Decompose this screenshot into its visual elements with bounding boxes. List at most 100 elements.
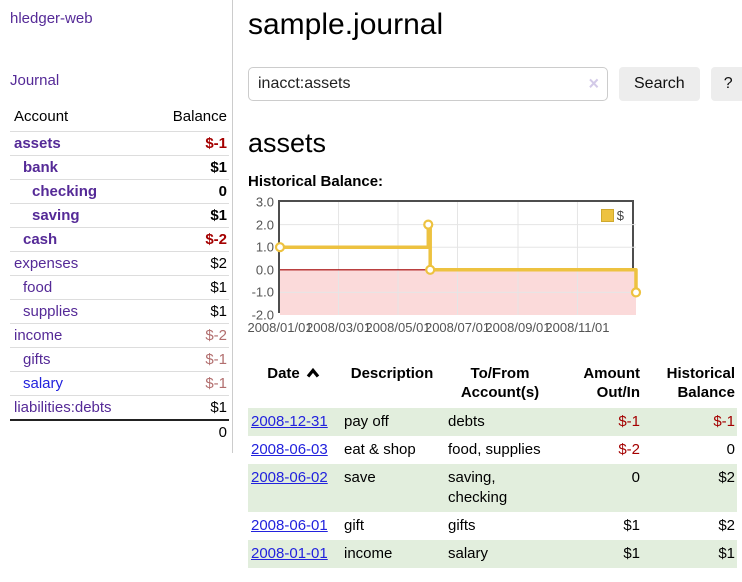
y-axis-tick-label: 3.0 (255, 194, 274, 210)
help-button[interactable]: ? (710, 67, 742, 101)
search-button[interactable]: Search (619, 67, 700, 101)
account-balance: $-1 (148, 347, 229, 372)
y-axis-labels: 3.0 2.0 1.0 0.0 -1.0 -2.0 (248, 195, 278, 323)
txn-date-link[interactable]: 2008-06-01 (251, 517, 328, 534)
txn-amount: $1 (623, 545, 640, 562)
accounts-header-row: Account Balance (10, 105, 229, 132)
balance-chart-area: 3.0 2.0 1.0 0.0 -1.0 -2.0 $ (248, 195, 742, 323)
txn-date-cell: 2008-06-02 (248, 464, 344, 512)
sidebar-account-salary[interactable]: salary (23, 375, 64, 392)
txn-balance: 0 (726, 441, 735, 458)
journal-link[interactable]: Journal (10, 72, 60, 89)
sort-asc-icon (306, 367, 319, 378)
y-axis-tick-label: -2.0 (251, 307, 274, 323)
sidebar-account-expenses[interactable]: expenses (14, 255, 79, 272)
txn-date-link[interactable]: 2008-12-31 (251, 413, 328, 430)
y-axis-tick-label: -1.0 (251, 284, 274, 300)
x-axis-tick-label: 2008/01/01 (247, 320, 313, 335)
txn-description: save (344, 469, 376, 486)
sidebar-account-food[interactable]: food (23, 279, 53, 296)
account-balance: $1 (148, 395, 229, 420)
sidebar-account-liabilities-debts[interactable]: liabilities:debts (14, 399, 112, 416)
x-axis-tick-label: 2008/11/01 (545, 320, 610, 335)
account-row: cash $-2 (10, 227, 229, 252)
txn-date-link[interactable]: 2008-06-03 (251, 441, 328, 458)
txn-balance: $-1 (713, 413, 735, 430)
txn-date-link[interactable]: 2008-06-02 (251, 469, 328, 486)
transaction-row: 2008-06-03 eat & shop food, supplies $-2 0 (248, 436, 737, 464)
account-row: bank $1 (10, 155, 229, 180)
account-balance: $-1 (148, 131, 229, 156)
txn-date-cell: 2008-06-01 (248, 512, 344, 540)
sidebar-account-supplies[interactable]: supplies (23, 303, 79, 320)
txn-column-label: Out/In (596, 384, 640, 401)
account-row: salary $-1 (10, 371, 229, 396)
sidebar: hledger-web Journal Account Balance asse… (0, 0, 233, 453)
account-balance: 0 (148, 179, 229, 204)
clear-search-icon[interactable]: × (588, 73, 599, 94)
legend-swatch-icon (600, 209, 614, 222)
legend-label: $ (616, 208, 624, 223)
txn-amount: $-1 (618, 413, 640, 430)
txn-accounts: food, supplies (448, 441, 541, 458)
txn-column-header-amount: Amount Out/In (560, 362, 642, 408)
x-axis-tick-label: 2008/03/01 (305, 320, 372, 335)
txn-date-cell: 2008-01-01 (248, 540, 344, 568)
txn-accounts: salary (448, 545, 489, 562)
accounts-total: 0 (148, 419, 229, 447)
sidebar-account-gifts[interactable]: gifts (23, 351, 51, 368)
account-row: assets $-1 (10, 131, 229, 156)
balance-column-header: Balance (172, 108, 227, 125)
txn-column-label: Amount (583, 365, 640, 382)
transaction-row: 2008-06-01 gift gifts $1 $2 (248, 512, 737, 540)
txn-description: eat & shop (344, 441, 416, 458)
account-balance: $1 (148, 203, 229, 228)
y-axis-tick-label: 2.0 (255, 217, 274, 233)
accounts-table: Account Balance assets $-1 bank $1 checking 0… (10, 105, 229, 447)
main-content: sample.journal × Search ? assets Histori… (233, 0, 742, 568)
x-axis-labels: 2008/01/01 2008/03/01 2008/05/01 2008/07/01… (247, 320, 638, 338)
sidebar-item-journal[interactable]: Journal (10, 72, 59, 90)
txn-column-label: Date (267, 365, 300, 382)
txn-column-header-date[interactable]: Date (248, 362, 344, 408)
transactions-table: Date Description To/From Account(s) Amount Ou… (248, 362, 737, 568)
search-input[interactable] (248, 67, 608, 101)
account-column-header: Account (14, 108, 69, 125)
balance-chart[interactable]: $ (274, 200, 642, 315)
chart-legend: $ (598, 207, 626, 224)
accounts-total-row: 0 (10, 419, 229, 447)
txn-date-link[interactable]: 2008-01-01 (251, 545, 328, 562)
balance-chart-svg (274, 202, 642, 315)
account-row: income $-2 (10, 323, 229, 348)
sidebar-account-assets[interactable]: assets (14, 135, 61, 152)
txn-amount: 0 (631, 469, 640, 486)
account-balance: $-1 (148, 371, 229, 396)
txn-column-label: Description (350, 365, 434, 382)
app-title-link[interactable]: hledger-web (10, 10, 93, 27)
txn-column-label: Balance (677, 384, 735, 401)
txn-column-label: To/From (470, 365, 530, 382)
app-title: hledger-web (10, 10, 229, 28)
transaction-row: 2008-01-01 income salary $1 $1 (248, 540, 737, 568)
account-row: gifts $-1 (10, 347, 229, 372)
txn-column-header-balance: Historical Balance (642, 362, 737, 408)
sidebar-account-bank[interactable]: bank (23, 159, 59, 176)
account-balance: $-2 (148, 227, 229, 252)
transaction-row: 2008-06-02 save saving, checking 0 $2 (248, 464, 737, 512)
txn-column-label: Historical (666, 365, 735, 382)
txn-description: pay off (344, 413, 389, 430)
txn-date-cell: 2008-06-03 (248, 436, 344, 464)
txn-balance: $2 (718, 517, 735, 534)
sidebar-account-cash[interactable]: cash (23, 231, 58, 248)
account-balance: $1 (148, 275, 229, 300)
txn-balance: $2 (718, 469, 735, 486)
y-axis-tick-label: 1.0 (255, 239, 274, 255)
txn-amount: $1 (623, 517, 640, 534)
account-balance: $1 (148, 155, 229, 180)
sidebar-account-income[interactable]: income (14, 327, 63, 344)
page-title: sample.journal (248, 8, 444, 41)
sidebar-account-saving[interactable]: saving (32, 207, 80, 224)
txn-header-row: Date Description To/From Account(s) Amount Ou… (248, 362, 737, 408)
account-rows: assets $-1 bank $1 checking 0 saving $1 cash $-2 e… (10, 131, 229, 420)
sidebar-account-checking[interactable]: checking (32, 183, 98, 200)
